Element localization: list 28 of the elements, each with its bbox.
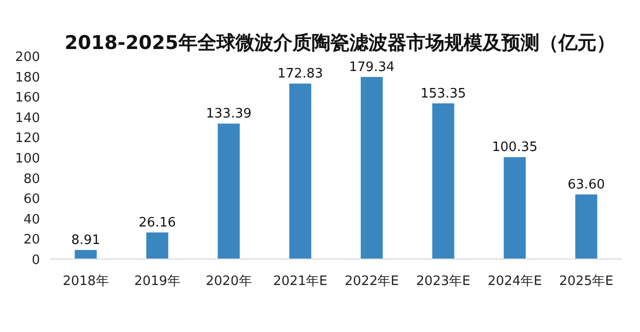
- ytick: 120: [15, 131, 40, 146]
- xtick: 2018年: [62, 274, 109, 289]
- xtick: 2020年: [206, 274, 252, 289]
- value-label: 63.60: [568, 177, 605, 192]
- value-label: 179.34: [349, 60, 394, 75]
- ytick: 160: [15, 90, 40, 106]
- ytick: 40: [23, 212, 40, 228]
- ytick: 180: [15, 70, 40, 86]
- xtick: 2023年E: [416, 274, 470, 289]
- ytick: 200: [15, 50, 40, 65]
- value-label: 172.83: [278, 66, 323, 82]
- ytick: 140: [15, 110, 40, 126]
- xtick: 2021年E: [273, 274, 328, 289]
- ytick: 80: [23, 172, 40, 187]
- xtick: 2025年E: [559, 274, 614, 289]
- title: 2018-2025年全球微波介质陶瓷滤波器市场规模及预测（亿元）: [64, 32, 616, 54]
- value-label: 153.35: [420, 86, 466, 102]
- xtick: 2024年E: [488, 274, 542, 289]
- value-label: 100.35: [492, 140, 538, 156]
- xtick: 2019年: [134, 274, 180, 289]
- value-label: 26.16: [138, 215, 176, 230]
- value-label: 8.91: [71, 232, 100, 248]
- ytick: 0: [32, 253, 40, 268]
- xtick: 2022年E: [344, 274, 399, 289]
- ytick: 20: [23, 232, 40, 248]
- value-label: 133.39: [206, 106, 252, 122]
- ytick: 100: [15, 152, 40, 166]
- ytick: 60: [23, 192, 40, 208]
